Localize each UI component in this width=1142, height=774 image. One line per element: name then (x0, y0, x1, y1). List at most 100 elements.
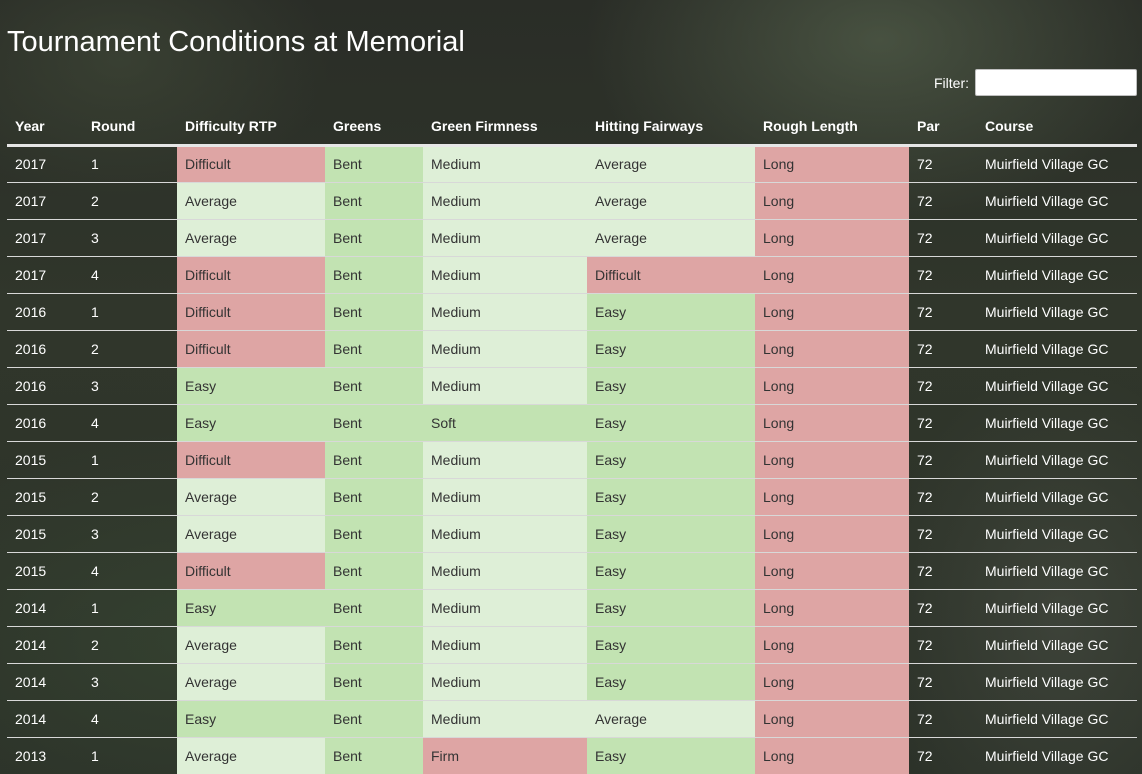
hitting-fairways-cell: Easy (587, 552, 755, 590)
column-header-year[interactable]: Year (7, 108, 83, 147)
round-cell: 4 (83, 700, 177, 738)
difficulty-rtp-cell: Difficult (177, 145, 325, 183)
greens-cell: Bent (325, 293, 423, 331)
greens-cell: Bent (325, 626, 423, 664)
par-cell: 72 (909, 330, 977, 368)
year-cell: 2016 (7, 367, 83, 405)
rough-length-cell: Long (755, 219, 909, 257)
greens-cell: Bent (325, 256, 423, 294)
green-firmness-cell: Medium (423, 441, 587, 479)
greens-cell: Bent (325, 663, 423, 701)
course-cell: Muirfield Village GC (977, 737, 1137, 774)
table-row: 2017 4 Difficult Bent Medium Difficult Long 72 M… (7, 256, 1137, 294)
conditions-table: Year Round Difficulty RTP Greens Green F… (7, 108, 1137, 774)
year-cell: 2016 (7, 404, 83, 442)
round-cell: 4 (83, 552, 177, 590)
greens-cell: Bent (325, 552, 423, 590)
course-cell: Muirfield Village GC (977, 182, 1137, 220)
difficulty-rtp-cell: Average (177, 515, 325, 553)
par-cell: 72 (909, 589, 977, 627)
year-cell: 2013 (7, 737, 83, 774)
rough-length-cell: Long (755, 737, 909, 774)
round-cell: 3 (83, 663, 177, 701)
rough-length-cell: Long (755, 330, 909, 368)
difficulty-rtp-cell: Average (177, 663, 325, 701)
greens-cell: Bent (325, 367, 423, 405)
par-cell: 72 (909, 478, 977, 516)
green-firmness-cell: Medium (423, 515, 587, 553)
year-cell: 2015 (7, 478, 83, 516)
column-header-rough-length[interactable]: Rough Length (755, 108, 909, 147)
hitting-fairways-cell: Easy (587, 589, 755, 627)
course-cell: Muirfield Village GC (977, 293, 1137, 331)
rough-length-cell: Long (755, 663, 909, 701)
round-cell: 3 (83, 367, 177, 405)
difficulty-rtp-cell: Difficult (177, 330, 325, 368)
par-cell: 72 (909, 293, 977, 331)
round-cell: 4 (83, 404, 177, 442)
table-row: 2017 2 Average Bent Medium Average Long 72 Muirf… (7, 182, 1137, 220)
table-row: 2015 4 Difficult Bent Medium Easy Long 72 Muirfi… (7, 552, 1137, 590)
green-firmness-cell: Medium (423, 330, 587, 368)
green-firmness-cell: Medium (423, 256, 587, 294)
par-cell: 72 (909, 515, 977, 553)
column-header-green-firmness[interactable]: Green Firmness (423, 108, 587, 147)
filter-input[interactable] (975, 69, 1137, 96)
round-cell: 1 (83, 293, 177, 331)
green-firmness-cell: Soft (423, 404, 587, 442)
green-firmness-cell: Medium (423, 700, 587, 738)
round-cell: 2 (83, 330, 177, 368)
greens-cell: Bent (325, 182, 423, 220)
year-cell: 2017 (7, 182, 83, 220)
greens-cell: Bent (325, 404, 423, 442)
year-cell: 2015 (7, 552, 83, 590)
difficulty-rtp-cell: Average (177, 182, 325, 220)
green-firmness-cell: Firm (423, 737, 587, 774)
year-cell: 2015 (7, 515, 83, 553)
column-header-par[interactable]: Par (909, 108, 977, 147)
greens-cell: Bent (325, 441, 423, 479)
rough-length-cell: Long (755, 404, 909, 442)
round-cell: 2 (83, 478, 177, 516)
column-header-course[interactable]: Course (977, 108, 1137, 147)
difficulty-rtp-cell: Average (177, 219, 325, 257)
par-cell: 72 (909, 441, 977, 479)
green-firmness-cell: Medium (423, 182, 587, 220)
difficulty-rtp-cell: Easy (177, 589, 325, 627)
hitting-fairways-cell: Easy (587, 515, 755, 553)
column-header-round[interactable]: Round (83, 108, 177, 147)
course-cell: Muirfield Village GC (977, 404, 1137, 442)
difficulty-rtp-cell: Easy (177, 700, 325, 738)
difficulty-rtp-cell: Difficult (177, 256, 325, 294)
year-cell: 2017 (7, 256, 83, 294)
rough-length-cell: Long (755, 367, 909, 405)
rough-length-cell: Long (755, 441, 909, 479)
green-firmness-cell: Medium (423, 663, 587, 701)
rough-length-cell: Long (755, 182, 909, 220)
course-cell: Muirfield Village GC (977, 552, 1137, 590)
column-header-hitting-fairways[interactable]: Hitting Fairways (587, 108, 755, 147)
par-cell: 72 (909, 626, 977, 664)
greens-cell: Bent (325, 737, 423, 774)
table-row: 2017 3 Average Bent Medium Average Long 72 Muirf… (7, 219, 1137, 257)
table-row: 2016 2 Difficult Bent Medium Easy Long 72 Muirfi… (7, 330, 1137, 368)
hitting-fairways-cell: Average (587, 182, 755, 220)
rough-length-cell: Long (755, 256, 909, 294)
par-cell: 72 (909, 256, 977, 294)
column-header-difficulty-rtp[interactable]: Difficulty RTP (177, 108, 325, 147)
green-firmness-cell: Medium (423, 293, 587, 331)
column-header-greens[interactable]: Greens (325, 108, 423, 147)
filter-label: Filter: (934, 74, 969, 91)
table-row: 2017 1 Difficult Bent Medium Average Long 72 Mui… (7, 145, 1137, 183)
year-cell: 2016 (7, 330, 83, 368)
rough-length-cell: Long (755, 626, 909, 664)
filter-bar: Filter: (934, 67, 1137, 98)
par-cell: 72 (909, 219, 977, 257)
green-firmness-cell: Medium (423, 219, 587, 257)
green-firmness-cell: Medium (423, 478, 587, 516)
course-cell: Muirfield Village GC (977, 219, 1137, 257)
rough-length-cell: Long (755, 515, 909, 553)
difficulty-rtp-cell: Difficult (177, 441, 325, 479)
table-row: 2016 1 Difficult Bent Medium Easy Long 72 Muirfi… (7, 293, 1137, 331)
